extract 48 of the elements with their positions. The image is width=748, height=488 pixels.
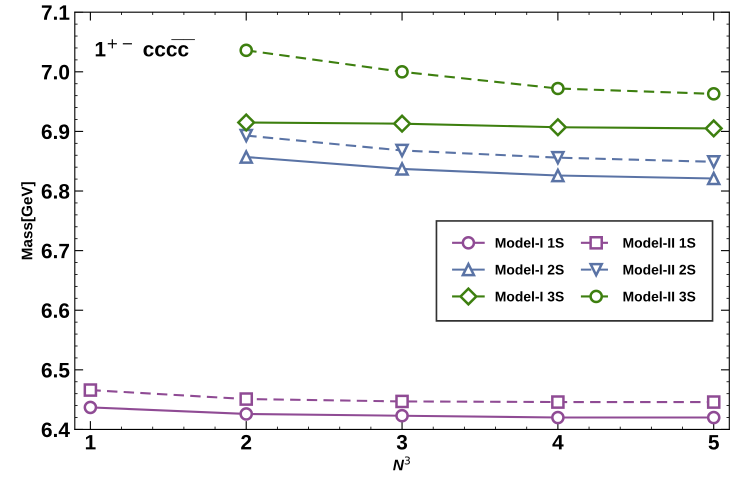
x-tick-label: 4 (552, 435, 564, 450)
x-tick-label: 2 (241, 434, 252, 450)
y-tick-label: 6.7 (42, 244, 70, 258)
point (84, 383, 98, 397)
point (395, 162, 409, 176)
point (706, 87, 721, 101)
x-tick-label: 5 (708, 435, 719, 450)
point (237, 113, 256, 132)
y-tick-label: 6.6 (42, 303, 70, 318)
point (239, 128, 254, 142)
x-axis-title: N$^{3}$ (393, 456, 410, 470)
point (395, 408, 409, 423)
legend-label: Model-II 1S (623, 238, 696, 248)
point (84, 400, 98, 414)
point (551, 82, 565, 96)
point (239, 150, 254, 164)
annotation: 1$^{+−}$ ccc̅c̅ (96, 39, 195, 57)
legend-label: Model-I 2S (496, 264, 564, 275)
point (551, 168, 565, 182)
point (706, 410, 721, 424)
point (239, 392, 254, 406)
point (551, 150, 565, 164)
y-tick-label: 6.8 (42, 184, 70, 199)
point (239, 44, 254, 58)
legend-label: Model-I 3S (496, 291, 564, 302)
y-axis-title: Mass[GeV] (21, 182, 36, 260)
point (239, 407, 254, 421)
legend-label: Model-I 1S (496, 238, 564, 248)
y-tick-label: 6.9 (42, 124, 70, 140)
x-tick-label: 3 (396, 434, 408, 450)
y-tick-label: 7.0 (42, 64, 70, 80)
x-tick-label: 1 (86, 435, 96, 450)
point (706, 395, 721, 409)
legend-label: Model-II 3S (623, 291, 696, 302)
point (395, 65, 409, 79)
point (392, 114, 412, 133)
legend-label: Model-II 2S (623, 264, 696, 275)
y-tick-label: 7.1 (42, 5, 70, 20)
point (548, 118, 567, 136)
point (551, 410, 565, 424)
point (551, 395, 565, 409)
point (704, 119, 723, 138)
point (706, 155, 721, 169)
point (395, 394, 409, 408)
y-tick-label: 6.4 (42, 422, 70, 438)
y-tick-label: 6.5 (42, 362, 70, 378)
point (395, 144, 409, 158)
point (706, 172, 721, 186)
